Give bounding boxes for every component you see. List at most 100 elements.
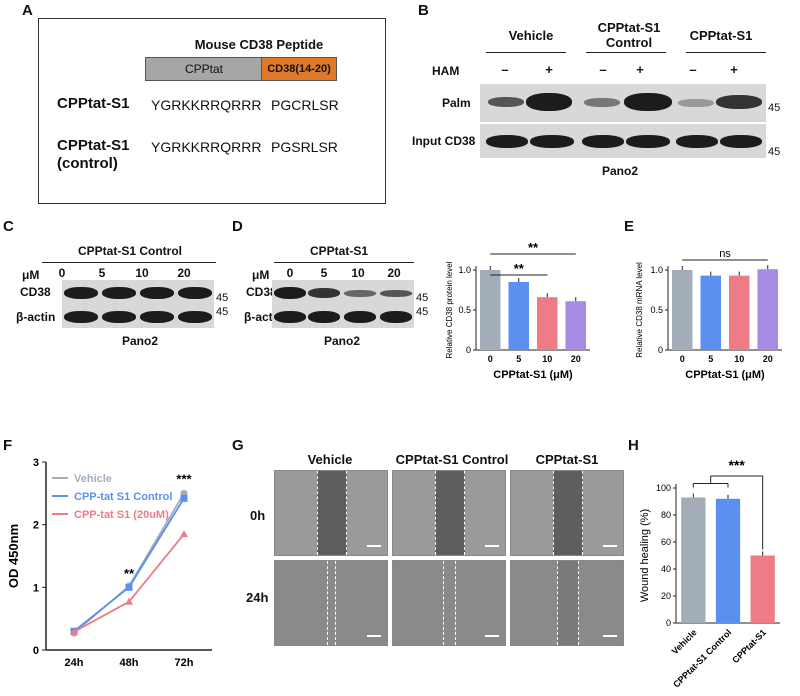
panel-a-box: Mouse CD38 Peptide CPPtat CD38(14-20) CP… (38, 18, 386, 204)
panel-label-d: D (232, 218, 243, 235)
x-tick-label: 24h (65, 657, 84, 669)
y-tick-label: 80 (661, 510, 671, 520)
control-seq1: YGRKKRRQRRR (151, 139, 262, 155)
d-dose-5: 5 (320, 266, 328, 280)
x-tick-label: 10 (734, 354, 744, 364)
x-tick-label: Vehicle (670, 627, 699, 656)
bar-0 (671, 270, 693, 350)
sig-mark: *** (728, 457, 745, 473)
bar-1 (715, 498, 741, 623)
b-row-palm: Palm (442, 96, 471, 110)
b-group-s1: CPPtat-S1 (689, 28, 753, 43)
b-group-line-2 (586, 52, 666, 53)
y-tick-label: 1.0 (650, 265, 663, 275)
peptide-seq2: PGCRLSR (271, 97, 339, 113)
c-dose-5: 5 (98, 266, 106, 280)
sig-mark: ** (514, 261, 525, 276)
y-tick-label: 2 (33, 520, 39, 532)
panel-label-e: E (624, 218, 635, 235)
d-dose-20: 20 (387, 266, 401, 280)
b-cell-label: Pano2 (601, 164, 638, 178)
control-row-name2: (control) (57, 155, 118, 172)
g-image-s1-0h (510, 470, 624, 556)
y-tick-label: 0 (466, 345, 471, 355)
ham-2: + (545, 62, 553, 77)
y-tick-label: 100 (656, 483, 671, 493)
y-tick-label: 0.5 (458, 305, 471, 315)
point (125, 597, 133, 605)
y-axis-label: Relative CD38 protein level (445, 261, 454, 358)
d-dose-0: 0 (286, 266, 294, 280)
b-mw-2: 45 (768, 146, 781, 158)
point (180, 494, 188, 502)
ham-4: + (636, 62, 644, 77)
g-col-vehicle: Vehicle (307, 452, 353, 467)
ham-6: + (730, 62, 738, 77)
g-image-vehicle-0h (274, 470, 388, 556)
bar-2 (536, 297, 558, 350)
c-cd38-blot (62, 280, 214, 306)
ham-label: HAM (432, 64, 460, 78)
y-tick-label: 0.5 (650, 305, 663, 315)
d-unit: μM (252, 268, 270, 282)
bar-3 (565, 301, 587, 350)
c-dose-20: 20 (177, 266, 191, 280)
g-image-s1-24h (510, 560, 624, 646)
ham-5: – (689, 62, 697, 77)
x-tick-label: 0 (488, 354, 493, 364)
control-seq2: PGSRLSR (271, 139, 338, 155)
b-row-input: Input CD38 (412, 134, 476, 148)
x-tick-label: 0 (680, 354, 685, 364)
peptide-title: Mouse CD38 Peptide (194, 37, 324, 52)
g-row-0h: 0h (250, 508, 266, 523)
sig-mark: ** (124, 566, 135, 581)
legend-label: Vehicle (74, 473, 112, 485)
legend-label: CPP-tat S1 Control (74, 491, 172, 503)
ham-3: – (599, 62, 607, 77)
f-line-chart: 0 1 2 3 24h 48h 72h OD 450nm Vehicle CPP-tat S1 C… (6, 457, 212, 669)
d-title: CPPtat-S1 (309, 244, 368, 258)
sig-mark: *** (176, 471, 192, 486)
c-actin-blot (62, 306, 214, 328)
d-cell-label: Pano2 (323, 334, 360, 348)
legend-label: CPP-tat S1 (20uM) (74, 509, 169, 521)
b-group-line-1 (486, 52, 566, 53)
x-tick-label: 10 (542, 354, 552, 364)
d-cd38-blot (272, 280, 414, 306)
c-title: CPPtat-S1 Control (77, 244, 182, 258)
d-dose-10: 10 (351, 266, 365, 280)
g-col-control: CPPtat-S1 Control (395, 452, 509, 467)
c-cell-label: Pano2 (121, 334, 158, 348)
b-mw-1: 45 (768, 102, 781, 114)
bar-3 (757, 269, 779, 350)
x-tick-label: 72h (175, 657, 194, 669)
peptide-row-name: CPPtat-S1 (57, 95, 130, 112)
bar-2 (728, 275, 750, 350)
input-blot (480, 124, 766, 158)
panel-label-f: F (3, 437, 13, 454)
d-bar-chart: 0 0.5 1.0 0 5 10 20 Relative CD38 protein level… (445, 240, 590, 381)
b-group-control-l1: CPPtat-S1 (597, 20, 661, 35)
cpptat-segment: CPPtat (145, 57, 263, 81)
panel-label-h: H (628, 437, 639, 454)
ham-1: – (501, 62, 509, 77)
g-image-control-24h (392, 560, 506, 646)
y-tick-label: 1 (33, 582, 39, 594)
y-axis-label: OD 450nm (6, 524, 21, 588)
point (70, 627, 78, 635)
x-axis-label: CPPtat-S1 (μM) (685, 369, 765, 381)
y-axis-label: Relative CD38 mRNA level (635, 262, 644, 358)
peptide-seq1: YGRKKRRQRRR (151, 97, 262, 113)
y-tick-label: 40 (661, 564, 671, 574)
y-tick-label: 0 (658, 345, 663, 355)
x-tick-label: CPPtat-S1 (730, 627, 768, 665)
bar-2 (750, 555, 775, 623)
y-tick-label: 0 (666, 618, 671, 628)
y-tick-label: 0 (33, 645, 39, 657)
cd38-segment: CD38(14-20) (261, 57, 337, 81)
b-group-line-3 (686, 52, 766, 53)
x-tick-label: 5 (708, 354, 713, 364)
c-dose-10: 10 (135, 266, 149, 280)
c-mw-2: 45 (216, 306, 229, 318)
